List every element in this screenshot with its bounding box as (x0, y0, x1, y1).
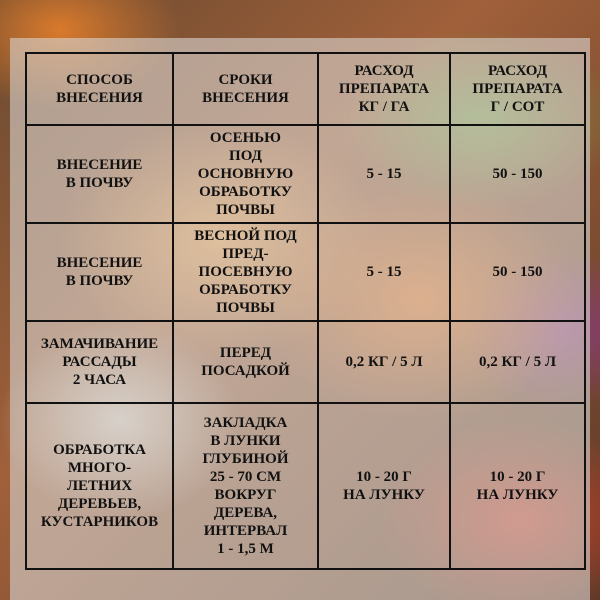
cell-method: ВНЕСЕНИЕ В ПОЧВУ (25, 222, 174, 322)
header-timing: СРОКИ ВНЕСЕНИЯ (172, 52, 319, 126)
application-table: СПОСОБ ВНЕСЕНИЯ СРОКИ ВНЕСЕНИЯ РАСХОД ПР… (25, 52, 586, 570)
cell-rate-g-sot: 0,2 КГ / 5 Л (449, 320, 586, 404)
cell-method: ОБРАБОТКА МНОГО- ЛЕТНИХ ДЕРЕВЬЕВ, КУСТАР… (25, 402, 174, 570)
cell-method: ВНЕСЕНИЕ В ПОЧВУ (25, 124, 174, 224)
cell-rate-g-sot: 50 - 150 (449, 124, 586, 224)
cell-rate-g-sot: 50 - 150 (449, 222, 586, 322)
table-row: ЗАМАЧИВАНИЕ РАССАДЫ 2 ЧАСА ПЕРЕД ПОСАДКО… (25, 320, 586, 404)
cell-method: ЗАМАЧИВАНИЕ РАССАДЫ 2 ЧАСА (25, 320, 174, 404)
header-rate-kg-ha: РАСХОД ПРЕПАРАТА КГ / ГА (317, 52, 451, 126)
cell-rate-kg-ha: 5 - 15 (317, 222, 451, 322)
header-method: СПОСОБ ВНЕСЕНИЯ (25, 52, 174, 126)
cell-timing: ПЕРЕД ПОСАДКОЙ (172, 320, 319, 404)
table-row: ОБРАБОТКА МНОГО- ЛЕТНИХ ДЕРЕВЬЕВ, КУСТАР… (25, 402, 586, 570)
cell-rate-kg-ha: 5 - 15 (317, 124, 451, 224)
cell-timing: ОСЕНЬЮ ПОД ОСНОВНУЮ ОБРАБОТКУ ПОЧВЫ (172, 124, 319, 224)
cell-rate-kg-ha: 10 - 20 Г НА ЛУНКУ (317, 402, 451, 570)
cell-timing: ЗАКЛАДКА В ЛУНКИ ГЛУБИНОЙ 25 - 70 СМ ВОК… (172, 402, 319, 570)
cell-timing: ВЕСНОЙ ПОД ПРЕД- ПОСЕВНУЮ ОБРАБОТКУ ПОЧВ… (172, 222, 319, 322)
header-row: СПОСОБ ВНЕСЕНИЯ СРОКИ ВНЕСЕНИЯ РАСХОД ПР… (25, 52, 586, 126)
cell-rate-kg-ha: 0,2 КГ / 5 Л (317, 320, 451, 404)
table-row: ВНЕСЕНИЕ В ПОЧВУ ОСЕНЬЮ ПОД ОСНОВНУЮ ОБР… (25, 124, 586, 224)
cell-rate-g-sot: 10 - 20 Г НА ЛУНКУ (449, 402, 586, 570)
header-rate-g-sot: РАСХОД ПРЕПАРАТА Г / СОТ (449, 52, 586, 126)
table-row: ВНЕСЕНИЕ В ПОЧВУ ВЕСНОЙ ПОД ПРЕД- ПОСЕВН… (25, 222, 586, 322)
